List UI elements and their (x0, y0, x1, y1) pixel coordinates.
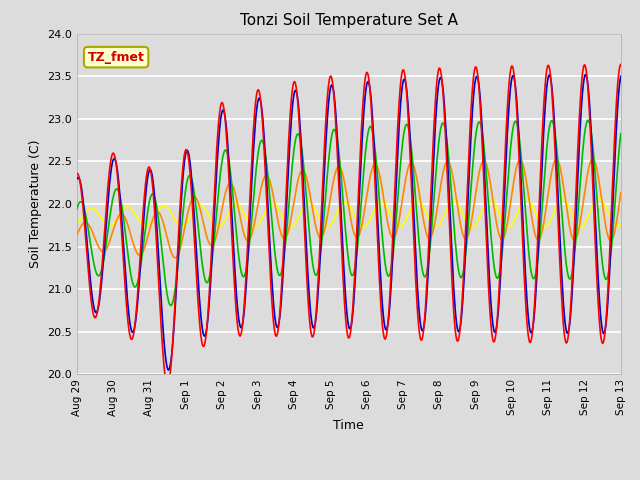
X-axis label: Time: Time (333, 419, 364, 432)
Text: TZ_fmet: TZ_fmet (88, 51, 145, 64)
Y-axis label: Soil Temperature (C): Soil Temperature (C) (29, 140, 42, 268)
Title: Tonzi Soil Temperature Set A: Tonzi Soil Temperature Set A (240, 13, 458, 28)
